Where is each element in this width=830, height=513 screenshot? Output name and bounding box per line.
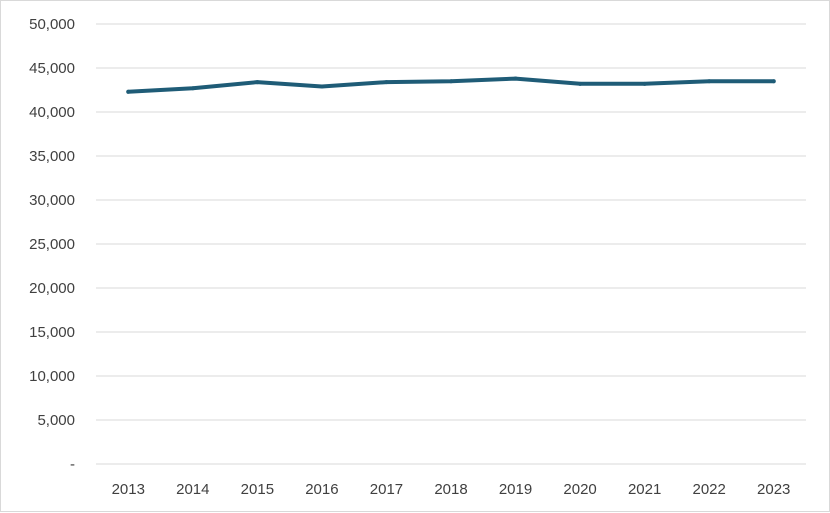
data-point-2016 [319,84,324,89]
x-tick-label: 2019 [499,481,532,498]
y-tick-label: 10,000 [29,368,75,385]
y-tick-label: 40,000 [29,104,75,121]
data-point-2019 [513,76,518,81]
x-tick-label: 2017 [370,481,403,498]
y-tick-label: 50,000 [29,16,75,33]
y-tick-label: - [70,456,75,473]
x-tick-label: 2015 [241,481,274,498]
data-point-2020 [578,81,583,86]
y-tick-label: 45,000 [29,60,75,77]
y-tick-label: 15,000 [29,324,75,341]
x-tick-label: 2022 [692,481,725,498]
x-tick-label: 2021 [628,481,661,498]
y-tick-label: 30,000 [29,192,75,209]
gridlines [96,23,806,465]
x-tick-label: 2016 [305,481,338,498]
data-point-2015 [255,80,260,85]
y-tick-label: 5,000 [37,412,75,429]
data-point-2017 [384,80,389,85]
x-tick-label: 2014 [176,481,209,498]
data-point-2023 [771,79,776,84]
x-axis-tick-labels: 2013 2014 2015 2016 2017 2018 2019 2020 2021 2022… [112,481,791,498]
y-tick-label: 20,000 [29,280,75,297]
x-tick-label: 2023 [757,481,790,498]
data-point-2021 [642,81,647,86]
data-point-2013 [126,89,131,94]
x-tick-label: 2013 [112,481,145,498]
data-point-2014 [190,86,195,91]
x-tick-label: 2018 [434,481,467,498]
y-tick-label: 25,000 [29,236,75,253]
data-point-2018 [449,79,453,84]
data-point-2022 [707,79,712,84]
y-tick-label: 35,000 [29,148,75,165]
x-tick-label: 2020 [563,481,596,498]
y-axis-tick-labels: - 5,000 10,000 15,000 20,000 25,000 30,000 35,0… [29,16,75,473]
series-layer [126,76,776,94]
